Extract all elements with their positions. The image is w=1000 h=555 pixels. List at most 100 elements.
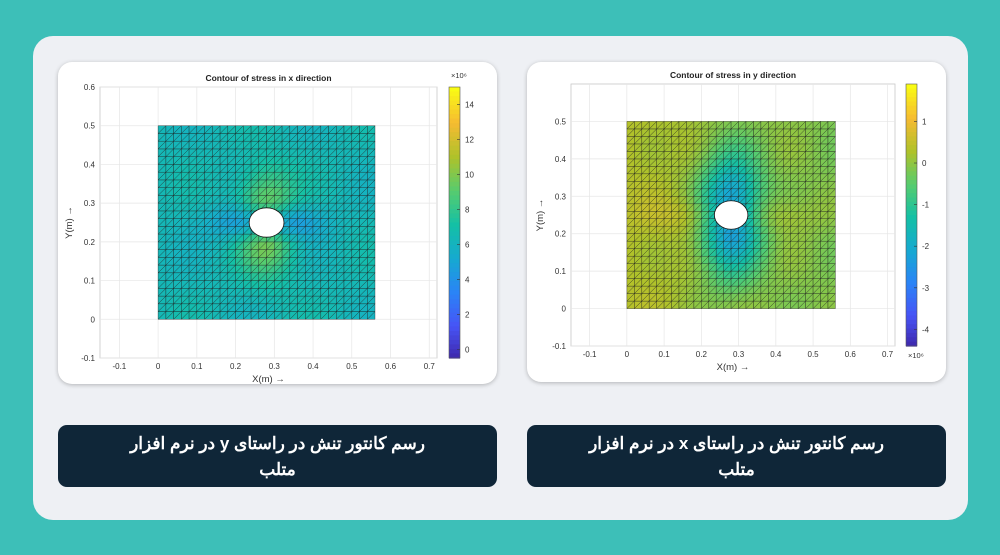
right-mesh-element [768, 121, 777, 130]
left-y-tick-label: 0.2 [84, 238, 96, 247]
right-colorbar-band [906, 132, 917, 137]
right-mesh [626, 120, 836, 310]
right-colorbar-band [906, 110, 917, 116]
right-colorbar-band [906, 302, 917, 308]
left-colorbar-band [449, 344, 460, 350]
right-colorbar-tick-label: -2 [922, 242, 930, 251]
right-mesh-element [663, 121, 673, 130]
left-colorbar-band [449, 281, 460, 287]
left-y-tick-label: 0.1 [84, 277, 96, 286]
left-colorbar-band [449, 236, 460, 242]
left-colorbar-tick-label: 6 [465, 240, 470, 249]
left-y-tick-label: 0 [91, 315, 96, 324]
left-colorbar-band [449, 109, 460, 115]
left-y-tick-label: 0.3 [84, 199, 96, 208]
right-chart-title: Contour of stress in y direction [670, 70, 796, 80]
left-colorbar-band [449, 163, 460, 169]
left-colorbar-band [449, 172, 460, 178]
right-mesh-element [760, 121, 769, 130]
right-colorbar-band [906, 210, 917, 216]
left-colorbar-band [449, 294, 460, 300]
right-y-tick-label: 0.5 [555, 117, 567, 126]
right-y-tick-label: 0.2 [555, 230, 567, 239]
right-colorbar-band [906, 145, 917, 151]
left-colorbar-band [449, 114, 460, 120]
right-colorbar-band [906, 293, 917, 299]
right-caption: رسم کانتور تنش در راستای x در نرم افزار … [527, 425, 946, 487]
left-colorbar-frame [448, 86, 461, 359]
right-mesh-element [626, 121, 635, 130]
left-mesh-element [281, 125, 291, 134]
left-x-tick-label: 0.7 [424, 362, 436, 371]
left-colorbar-band [449, 87, 460, 93]
right-colorbar-band [906, 140, 917, 146]
right-colorbar-band [906, 254, 917, 260]
left-colorbar-band [449, 272, 460, 278]
right-mesh-element [656, 121, 665, 130]
right-colorbar-band [906, 297, 917, 303]
right-colorbar-band [906, 101, 917, 107]
right-x-tick-label: 0.3 [733, 350, 745, 359]
stress-x-contour-chart: -0.1 0 0.1 0.2 0.3 0.4 0.5 0.6 0.7 -0.1 0 0.1 0.2 0.3… [64, 71, 474, 384]
left-x-tick-label: 0.1 [191, 362, 203, 371]
right-colorbar-band [906, 276, 917, 282]
left-colorbar-exponent: ×10⁶ [451, 71, 467, 80]
right-colorbar-band [906, 162, 917, 168]
left-mesh-element [336, 125, 345, 134]
right-mesh-element [753, 121, 762, 130]
right-colorbar-band [906, 114, 917, 120]
left-mesh-element [235, 125, 244, 134]
left-colorbar-tick-label: 0 [465, 345, 470, 354]
left-mesh-element [227, 125, 237, 134]
stress-y-contour-chart: -0.1 0 0.1 0.2 0.3 0.4 0.5 0.6 0.7 -0.1 0 0.1 0.2 0.3… [535, 70, 930, 373]
left-chart-title: Contour of stress in x direction [205, 73, 331, 83]
right-mesh-element [730, 121, 740, 130]
right-mesh-element [686, 121, 695, 130]
right-mesh-element [790, 121, 799, 130]
right-mesh-element [738, 121, 747, 130]
left-mesh-element [219, 125, 229, 134]
right-colorbar-band [906, 219, 917, 225]
right-colorbar-band [906, 289, 917, 295]
right-colorbar-band [906, 324, 917, 330]
right-colorbar-band [906, 284, 917, 290]
right-colorbar-band [906, 136, 917, 142]
left-colorbar-band [449, 159, 460, 165]
right-colorbar-band [906, 311, 917, 317]
right-y-tick-label: 0.3 [555, 192, 567, 201]
left-colorbar-band [449, 276, 460, 282]
right-colorbar-tick-label: -1 [922, 201, 930, 210]
right-colorbar-band [906, 236, 917, 242]
left-mesh-element [351, 125, 360, 134]
right-caption-line1: رسم کانتور تنش در راستای x در نرم افزار [589, 434, 884, 453]
left-colorbar-band [449, 222, 460, 228]
left-colorbar-band [449, 100, 460, 106]
right-mesh-element [805, 121, 814, 130]
right-colorbar-band [906, 280, 917, 286]
left-colorbar-band [449, 303, 460, 309]
left-caption-line2: متلب [259, 460, 296, 479]
left-colorbar-band [449, 267, 460, 273]
left-mesh-element [250, 125, 260, 134]
left-mesh-element [289, 125, 299, 134]
right-colorbar-tick-label: -3 [922, 284, 930, 293]
left-colorbar-band [449, 91, 460, 97]
left-colorbar-band [449, 105, 460, 111]
right-y-tick-label: 0.1 [555, 267, 567, 276]
right-colorbar-band [906, 166, 917, 172]
right-colorbar-band [906, 245, 917, 251]
left-mesh [157, 125, 376, 320]
right-colorbar-band [906, 319, 917, 325]
left-colorbar-band [449, 204, 460, 210]
right-mesh-element [649, 121, 658, 130]
left-colorbar-band [449, 254, 460, 260]
right-colorbar-band [906, 197, 917, 203]
left-y-axis-label: Y(m) → [64, 206, 75, 239]
right-y-tick-label: 0 [562, 305, 567, 314]
right-colorbar-band [906, 215, 917, 220]
left-colorbar-band [449, 145, 460, 151]
right-colorbar-tick-label: 0 [922, 159, 927, 168]
left-colorbar-band [449, 285, 460, 291]
left-colorbar-band [449, 141, 460, 147]
left-colorbar-band [449, 227, 460, 233]
